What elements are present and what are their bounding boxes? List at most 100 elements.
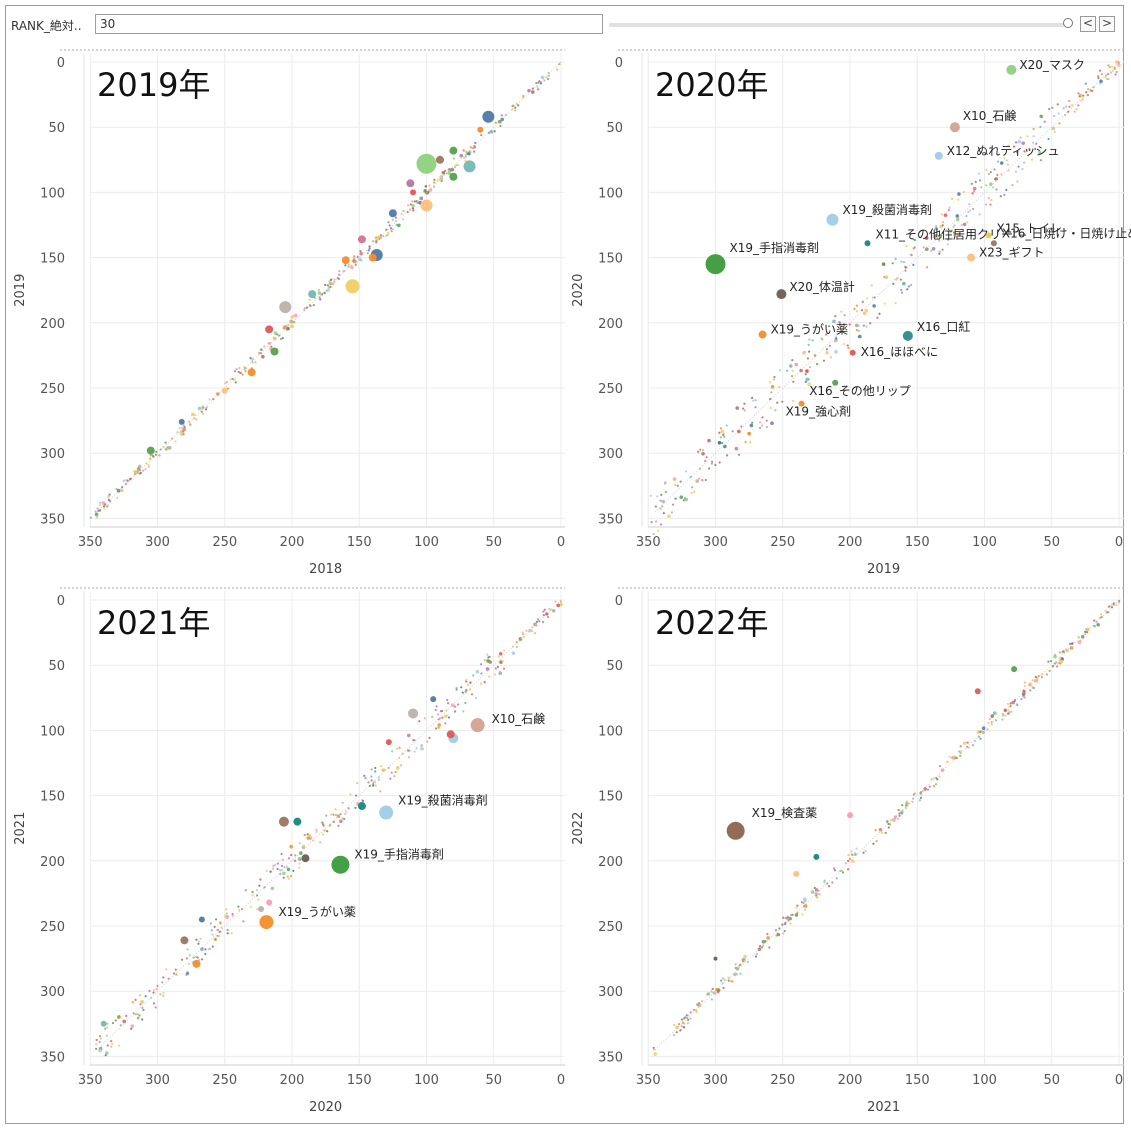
data-point-small: [910, 283, 913, 287]
data-point-small: [698, 467, 702, 471]
data-point-small: [755, 953, 758, 956]
data-point-small: [154, 1006, 157, 1009]
data-point-small: [1087, 87, 1090, 91]
data-point-label: X19_うがい薬: [771, 322, 849, 337]
data-point-small: [1031, 141, 1035, 144]
data-point-small: [285, 865, 288, 869]
data-point-small: [104, 1054, 107, 1057]
data-point-small: [322, 824, 325, 827]
x-tick-label: 250: [212, 535, 237, 550]
data-point-small: [659, 507, 662, 510]
data-point-small: [155, 988, 158, 991]
data-point-small: [697, 450, 700, 453]
data-point-small: [1021, 141, 1025, 145]
data-point-small: [249, 905, 252, 908]
data-point: [279, 301, 292, 314]
data-point: [1006, 64, 1017, 75]
data-point-small: [1017, 139, 1021, 144]
data-point-small: [480, 672, 483, 675]
data-point-small: [1058, 651, 1061, 654]
data-point-small: [902, 261, 906, 264]
data-point-small: [682, 1025, 685, 1029]
x-tick-label: 200: [280, 535, 305, 550]
data-point-small: [1056, 103, 1059, 106]
data-point-small: [379, 790, 382, 793]
data-point-small: [104, 1051, 109, 1055]
data-point-small: [434, 708, 437, 712]
data-point-small: [1003, 193, 1006, 196]
data-point: [1011, 666, 1018, 673]
data-point-small: [440, 179, 443, 183]
data-point-small: [710, 460, 714, 463]
next-button[interactable]: >: [1099, 16, 1115, 32]
data-point-small: [498, 670, 501, 674]
data-point-small: [934, 226, 939, 231]
data-point: [388, 209, 397, 218]
data-point: [446, 730, 455, 739]
data-point-label: X10_石鹸: [492, 712, 546, 726]
data-point-label: X19_手指消毒剤: [730, 240, 820, 255]
rank-slider-thumb[interactable]: [1063, 18, 1073, 28]
data-point-small: [722, 986, 725, 990]
data-point-small: [302, 844, 305, 847]
data-point-small: [237, 370, 240, 374]
data-point-small: [999, 195, 1002, 198]
rank-filter-input[interactable]: [95, 14, 603, 34]
data-point-small: [406, 749, 410, 752]
data-point-small: [962, 741, 967, 745]
data-point-small: [808, 366, 812, 369]
y-tick-label: 50: [48, 659, 65, 674]
data-point-small: [397, 223, 401, 228]
data-point-small: [1003, 157, 1006, 160]
data-point-small: [814, 892, 817, 895]
data-point-small: [993, 168, 996, 171]
data-point-small: [962, 222, 967, 227]
data-point-small: [990, 715, 993, 718]
data-point-small: [684, 1016, 687, 1019]
data-point-small: [251, 361, 254, 364]
data-point-small: [727, 976, 730, 979]
data-point-small: [981, 726, 986, 730]
data-point-small: [216, 929, 219, 932]
data-point-small: [834, 315, 837, 318]
data-point-small: [107, 494, 111, 497]
x-tick-label: 0: [1115, 535, 1123, 550]
data-point-small: [162, 976, 165, 979]
data-point-small: [444, 722, 447, 725]
data-point-small: [174, 440, 177, 443]
y-axis-title: 2020: [571, 274, 586, 307]
data-point-small: [187, 962, 191, 965]
data-point: [293, 817, 302, 826]
data-point-small: [559, 602, 563, 607]
data-point-small: [751, 421, 754, 424]
data-point-small: [1006, 712, 1009, 715]
data-point-small: [162, 991, 165, 994]
data-point-small: [721, 442, 724, 445]
data-point-small: [792, 380, 795, 383]
x-tick-label: 350: [78, 535, 103, 550]
data-point: [331, 855, 350, 874]
data-point-small: [786, 369, 789, 372]
data-point-small: [136, 1012, 140, 1016]
data-point-small: [219, 921, 222, 924]
data-point-small: [749, 423, 754, 428]
data-point-small: [1077, 104, 1080, 107]
data-point-small: [1097, 75, 1100, 78]
data-point-small: [713, 991, 717, 995]
data-point: [379, 805, 394, 820]
rank-slider-track[interactable]: [609, 23, 1064, 27]
data-point-small: [948, 206, 951, 210]
data-point-small: [420, 746, 424, 751]
previous-button[interactable]: <: [1080, 16, 1096, 32]
data-point-small: [670, 511, 674, 514]
x-tick-label: 50: [1043, 535, 1060, 550]
data-point-small: [953, 233, 956, 237]
data-point-label: X19_強心剤: [786, 404, 852, 419]
data-point-small: [312, 304, 315, 307]
data-point-small: [865, 325, 868, 328]
x-axis-title: 2021: [867, 1100, 900, 1115]
data-point-small: [536, 85, 539, 88]
data-point-small: [860, 308, 864, 312]
data-point: [726, 821, 745, 840]
data-point-small: [1110, 65, 1114, 68]
